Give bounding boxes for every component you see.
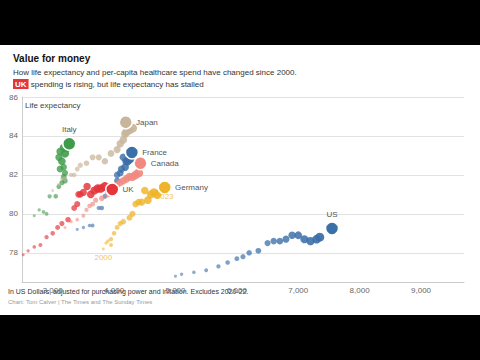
svg-text:82: 82 (9, 170, 18, 179)
svg-text:Germany: Germany (175, 183, 208, 192)
svg-text:UK: UK (122, 185, 134, 194)
svg-text:6,000: 6,000 (227, 286, 248, 295)
svg-text:2023: 2023 (156, 192, 174, 201)
svg-text:9,000: 9,000 (411, 286, 432, 295)
svg-text:Italy: Italy (62, 125, 77, 134)
svg-text:Life expectancy: Life expectancy (25, 101, 81, 110)
svg-text:How life expectancy and per-ca: How life expectancy and per-capita healt… (13, 68, 297, 77)
svg-text:US: US (326, 210, 337, 219)
svg-text:Chart: Tom Calver | The Times: Chart: Tom Calver | The Times and The Su… (8, 299, 152, 305)
svg-text:In US Dollars, adjusted for pu: In US Dollars, adjusted for purchasing p… (8, 288, 249, 295)
svg-text:3,000: 3,000 (43, 286, 64, 295)
svg-text:2000: 2000 (94, 253, 112, 262)
svg-text:80: 80 (9, 209, 18, 218)
svg-text:spending is rising, but life e: spending is rising, but life expectancy … (29, 80, 204, 89)
svg-text:4,000: 4,000 (104, 286, 125, 295)
svg-text:France: France (142, 148, 167, 157)
svg-text:7,000: 7,000 (288, 286, 309, 295)
svg-text:UK: UK (15, 80, 27, 89)
svg-text:78: 78 (9, 248, 18, 257)
svg-text:Value for money: Value for money (13, 53, 91, 64)
svg-text:Canada: Canada (151, 159, 180, 168)
svg-text:Japan: Japan (136, 118, 158, 127)
svg-text:8,000: 8,000 (350, 286, 371, 295)
svg-text:84: 84 (9, 131, 18, 140)
svg-text:86: 86 (9, 93, 18, 102)
svg-text:5,000: 5,000 (165, 286, 186, 295)
